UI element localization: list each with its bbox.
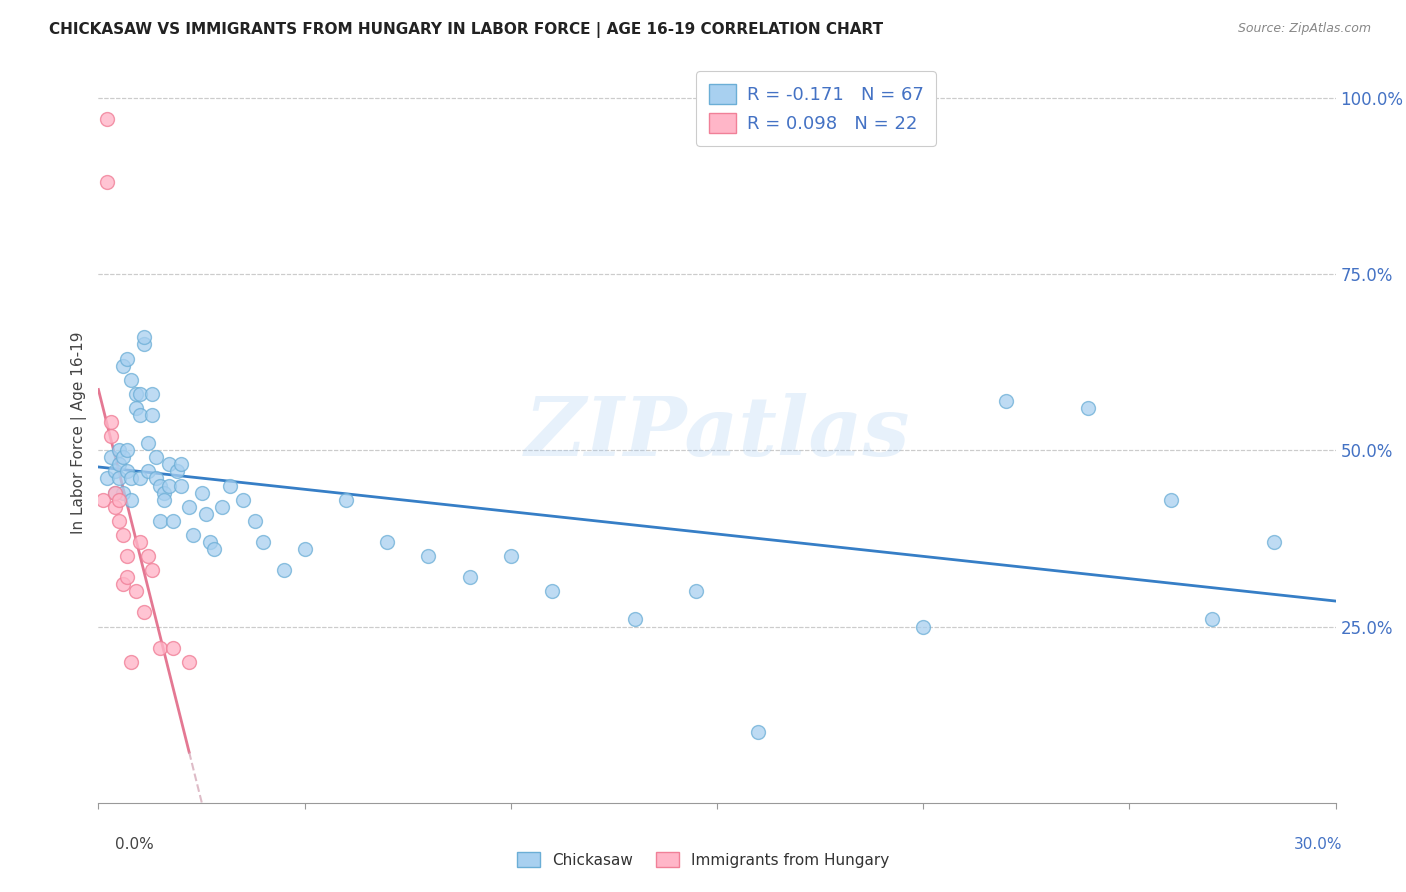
Point bbox=[149, 640, 172, 655]
Point bbox=[117, 464, 139, 478]
Point bbox=[153, 492, 176, 507]
Point bbox=[141, 408, 163, 422]
Point bbox=[128, 387, 150, 401]
Text: ZIPatlas: ZIPatlas bbox=[524, 392, 910, 473]
Point bbox=[128, 408, 150, 422]
Point bbox=[166, 464, 188, 478]
Point bbox=[104, 500, 127, 514]
Point bbox=[1263, 535, 1285, 549]
Point bbox=[145, 450, 167, 465]
Point bbox=[104, 464, 127, 478]
Point bbox=[112, 450, 135, 465]
Point bbox=[294, 541, 316, 556]
Y-axis label: In Labor Force | Age 16-19: In Labor Force | Age 16-19 bbox=[72, 331, 87, 534]
Point bbox=[108, 443, 131, 458]
Point bbox=[1077, 401, 1099, 415]
Point bbox=[117, 443, 139, 458]
Text: CHICKASAW VS IMMIGRANTS FROM HUNGARY IN LABOR FORCE | AGE 16-19 CORRELATION CHAR: CHICKASAW VS IMMIGRANTS FROM HUNGARY IN … bbox=[49, 22, 883, 38]
Point bbox=[117, 570, 139, 584]
Point bbox=[499, 549, 522, 563]
Point bbox=[162, 640, 184, 655]
Point bbox=[198, 535, 221, 549]
Point bbox=[120, 655, 142, 669]
Point bbox=[375, 535, 398, 549]
Point bbox=[100, 450, 122, 465]
Point bbox=[108, 458, 131, 472]
Point bbox=[132, 606, 155, 620]
Point bbox=[117, 549, 139, 563]
Point bbox=[136, 549, 159, 563]
Point bbox=[162, 514, 184, 528]
Point bbox=[112, 577, 135, 591]
Point bbox=[153, 485, 176, 500]
Point bbox=[124, 387, 146, 401]
Point bbox=[190, 485, 212, 500]
Point bbox=[104, 485, 127, 500]
Point bbox=[91, 492, 114, 507]
Point bbox=[1201, 612, 1223, 626]
Point bbox=[418, 549, 440, 563]
Point bbox=[136, 464, 159, 478]
Legend: Chickasaw, Immigrants from Hungary: Chickasaw, Immigrants from Hungary bbox=[509, 844, 897, 875]
Point bbox=[120, 373, 142, 387]
Point bbox=[1160, 492, 1182, 507]
Point bbox=[145, 471, 167, 485]
Point bbox=[124, 401, 146, 415]
Point bbox=[458, 570, 481, 584]
Point bbox=[202, 541, 225, 556]
Point bbox=[149, 478, 172, 492]
Point bbox=[112, 485, 135, 500]
Point bbox=[149, 514, 172, 528]
Point bbox=[273, 563, 295, 577]
Point bbox=[120, 492, 142, 507]
Point bbox=[104, 485, 127, 500]
Point bbox=[623, 612, 645, 626]
Point bbox=[132, 337, 155, 351]
Point bbox=[157, 478, 180, 492]
Point bbox=[141, 563, 163, 577]
Point bbox=[179, 500, 201, 514]
Point bbox=[170, 458, 193, 472]
Point bbox=[685, 584, 707, 599]
Point bbox=[994, 393, 1017, 408]
Point bbox=[179, 655, 201, 669]
Point bbox=[112, 528, 135, 542]
Point bbox=[157, 458, 180, 472]
Point bbox=[170, 478, 193, 492]
Point bbox=[912, 619, 935, 633]
Point bbox=[211, 500, 233, 514]
Point bbox=[100, 429, 122, 443]
Legend: R = -0.171   N = 67, R = 0.098   N = 22: R = -0.171 N = 67, R = 0.098 N = 22 bbox=[696, 71, 936, 145]
Point bbox=[141, 387, 163, 401]
Point bbox=[96, 175, 118, 189]
Point bbox=[243, 514, 266, 528]
Point bbox=[541, 584, 564, 599]
Point bbox=[181, 528, 204, 542]
Text: 0.0%: 0.0% bbox=[115, 837, 155, 852]
Point bbox=[232, 492, 254, 507]
Point bbox=[117, 351, 139, 366]
Point bbox=[120, 471, 142, 485]
Point bbox=[100, 415, 122, 429]
Point bbox=[128, 535, 150, 549]
Point bbox=[112, 359, 135, 373]
Point bbox=[96, 112, 118, 126]
Point bbox=[108, 514, 131, 528]
Point bbox=[108, 471, 131, 485]
Point bbox=[219, 478, 242, 492]
Point bbox=[747, 725, 769, 739]
Text: 30.0%: 30.0% bbox=[1295, 837, 1343, 852]
Point bbox=[335, 492, 357, 507]
Point bbox=[96, 471, 118, 485]
Point bbox=[124, 584, 146, 599]
Point bbox=[194, 507, 217, 521]
Point bbox=[132, 330, 155, 344]
Point bbox=[252, 535, 274, 549]
Point bbox=[128, 471, 150, 485]
Text: Source: ZipAtlas.com: Source: ZipAtlas.com bbox=[1237, 22, 1371, 36]
Point bbox=[136, 436, 159, 450]
Point bbox=[108, 492, 131, 507]
